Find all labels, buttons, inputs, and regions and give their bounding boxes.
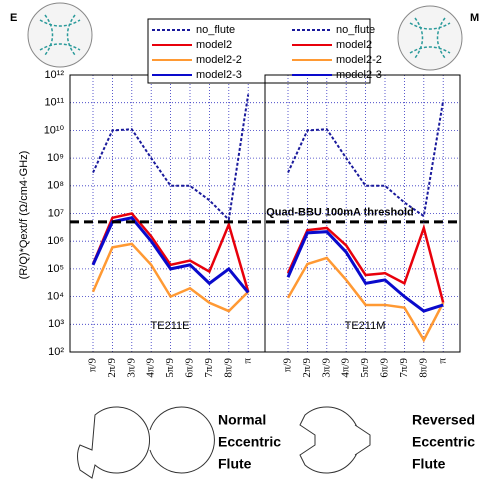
series-line bbox=[286, 230, 444, 313]
x-tick-label: 7π/9 bbox=[398, 358, 410, 378]
caption: Flute bbox=[218, 456, 252, 472]
x-tick-label: 2π/9 bbox=[106, 358, 118, 378]
y-tick-label: 10⁵ bbox=[47, 263, 64, 275]
legend-label: model2-2 bbox=[196, 54, 242, 66]
y-tick-label: 10⁴ bbox=[47, 291, 64, 303]
x-tick-label: π bbox=[437, 358, 449, 364]
series-line bbox=[91, 242, 250, 313]
x-tick-label: π bbox=[242, 358, 254, 364]
x-tick-label: π/9 bbox=[87, 358, 99, 373]
panel-title: M bbox=[470, 12, 479, 24]
threshold-label: Quad-BBU 100mA threshold bbox=[266, 207, 414, 219]
x-tick-label: 4π/9 bbox=[145, 358, 157, 378]
x-tick-label: 5π/9 bbox=[359, 358, 371, 378]
annotation: TE211E bbox=[151, 320, 190, 332]
y-tick-label: 10² bbox=[48, 346, 64, 358]
plot-frame bbox=[264, 74, 461, 353]
x-tick-label: 8π/9 bbox=[222, 358, 234, 378]
caption: Eccentric bbox=[412, 434, 475, 450]
x-tick-label: 7π/9 bbox=[203, 358, 215, 378]
x-tick-label: π/9 bbox=[282, 358, 294, 373]
series-line bbox=[92, 94, 250, 222]
top-icon bbox=[27, 2, 463, 71]
legend-label: model2 bbox=[196, 39, 232, 51]
legend-label: model2-3 bbox=[336, 69, 382, 81]
annotation: TE211M bbox=[345, 320, 386, 332]
y-tick-label: 10¹² bbox=[44, 69, 64, 81]
series-line bbox=[287, 100, 445, 218]
legend-label: no_flute bbox=[336, 24, 375, 36]
x-tick-label: 6π/9 bbox=[379, 358, 391, 378]
x-tick-label: 6π/9 bbox=[184, 358, 196, 378]
y-tick-label: 10⁹ bbox=[47, 152, 64, 164]
legend-label: model2-2 bbox=[336, 54, 382, 66]
x-tick-label: 5π/9 bbox=[164, 358, 176, 378]
legend-label: model2 bbox=[336, 39, 372, 51]
y-axis-title: (R/Q)*Qext/f (Ω/cm4·GHz) bbox=[18, 151, 30, 280]
x-tick-label: 4π/9 bbox=[340, 358, 352, 378]
legend-label: no_flute bbox=[196, 24, 235, 36]
series-line bbox=[286, 223, 445, 304]
legend-label: model2-3 bbox=[196, 69, 242, 81]
flute-shape bbox=[77, 406, 371, 479]
y-tick-label: 10¹¹ bbox=[44, 97, 64, 109]
caption: Reversed bbox=[412, 412, 475, 428]
y-tick-label: 10⁸ bbox=[47, 180, 64, 192]
series-line bbox=[91, 212, 250, 293]
x-tick-label: 3π/9 bbox=[320, 358, 332, 378]
caption: Normal bbox=[218, 412, 266, 428]
y-tick-label: 10⁷ bbox=[48, 207, 64, 219]
y-tick-label: 10⁶ bbox=[47, 235, 64, 247]
caption: Eccentric bbox=[218, 434, 281, 450]
x-tick-label: 8π/9 bbox=[417, 358, 429, 378]
x-tick-label: 2π/9 bbox=[301, 358, 313, 378]
series-line bbox=[286, 256, 445, 343]
panel-title: E bbox=[10, 12, 17, 24]
x-tick-label: 3π/9 bbox=[125, 358, 137, 378]
y-tick-label: 10³ bbox=[48, 318, 64, 330]
y-tick-label: 10¹⁰ bbox=[44, 124, 65, 136]
caption: Flute bbox=[412, 456, 446, 472]
